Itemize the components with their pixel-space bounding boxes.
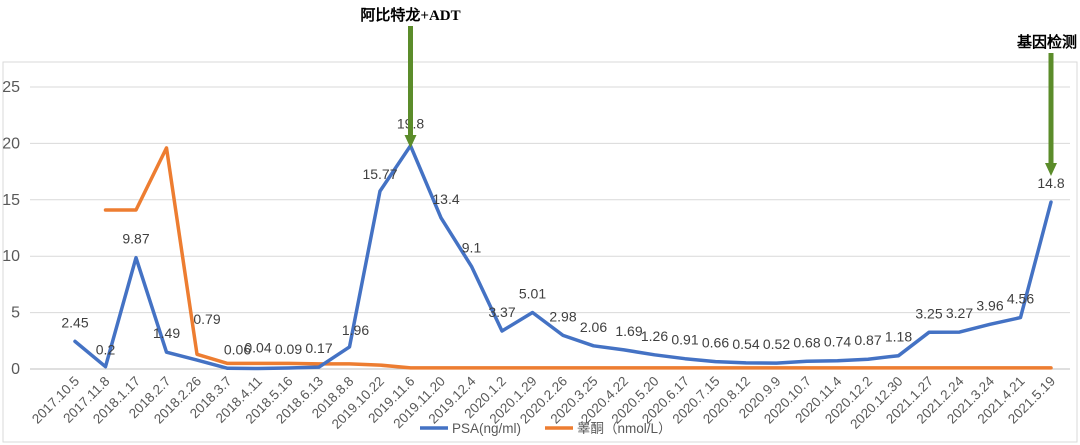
genetic-test-annotation: 基因检测 — [1016, 33, 1077, 176]
psa-data-label: 15.77 — [362, 166, 397, 182]
psa-data-label: 3.27 — [946, 305, 973, 321]
psa-data-label: 4.56 — [1007, 291, 1034, 307]
psa-series-line — [73, 143, 1053, 371]
psa-data-label: 0.79 — [193, 311, 220, 327]
psa-data-label: 14.8 — [1037, 175, 1064, 191]
psa-data-label: 0.2 — [96, 342, 116, 358]
psa-data-label: 0.06 — [224, 341, 251, 357]
testosterone-series-line — [103, 146, 1053, 370]
annotation-arrow-shaft — [408, 26, 413, 136]
psa-data-label: 0.91 — [671, 332, 698, 348]
psa-data-label: 0.54 — [732, 336, 759, 352]
legend: PSA(ng/ml) 睾酮（nmol/L） — [420, 421, 672, 436]
psa-data-label: 3.37 — [488, 304, 515, 320]
annotation-label: 阿比特龙+ADT — [360, 6, 460, 24]
legend-testosterone-label: 睾酮（nmol/L） — [577, 421, 672, 436]
psa-data-label: 2.98 — [549, 308, 576, 324]
psa-data-label: 1.26 — [641, 328, 668, 344]
psa-data-label: 9.87 — [122, 231, 149, 247]
psa-data-label: 0.17 — [305, 340, 332, 356]
psa-data-label: 0.66 — [702, 335, 729, 351]
psa-data-label: 0.74 — [824, 334, 851, 350]
legend-psa-label: PSA(ng/ml) — [452, 421, 521, 436]
psa-data-label: 0.87 — [854, 332, 881, 348]
y-tick-label: 15 — [2, 192, 20, 209]
annotation-arrow-head — [1045, 163, 1057, 176]
annotation-arrow-head — [404, 135, 417, 148]
psa-data-label: 13.4 — [432, 191, 459, 207]
abiraterone-adt-annotation: 阿比特龙+ADT — [360, 6, 461, 148]
psa-data-label: 1.18 — [885, 329, 912, 345]
psa-data-label: 9.1 — [462, 239, 482, 255]
psa-data-label: 2.45 — [61, 314, 88, 330]
psa-data-label: 0.09 — [275, 341, 302, 357]
y-tick-label: 25 — [2, 79, 20, 96]
psa-data-label: 3.96 — [976, 297, 1003, 313]
y-tick-label: 20 — [2, 135, 20, 152]
psa-data-label: 0.52 — [763, 336, 790, 352]
annotation-label: 基因检测 — [1016, 33, 1077, 51]
psa-data-label: 5.01 — [519, 285, 546, 301]
psa-data-label: 0.68 — [793, 334, 820, 350]
y-tick-label: 10 — [2, 248, 20, 265]
y-tick-label: 0 — [11, 361, 20, 378]
psa-data-label: 2.06 — [580, 319, 607, 335]
y-tick-label: 5 — [11, 305, 20, 322]
psa-data-label: 3.25 — [915, 305, 942, 321]
psa-data-label: 0.04 — [244, 340, 271, 356]
annotation-arrow-shaft — [1048, 53, 1054, 164]
psa-data-label: 1.96 — [342, 322, 369, 338]
plot-area-frame — [2, 61, 1078, 443]
psa-data-label: 1.69 — [615, 323, 642, 339]
psa-data-label: 1.49 — [153, 325, 180, 341]
